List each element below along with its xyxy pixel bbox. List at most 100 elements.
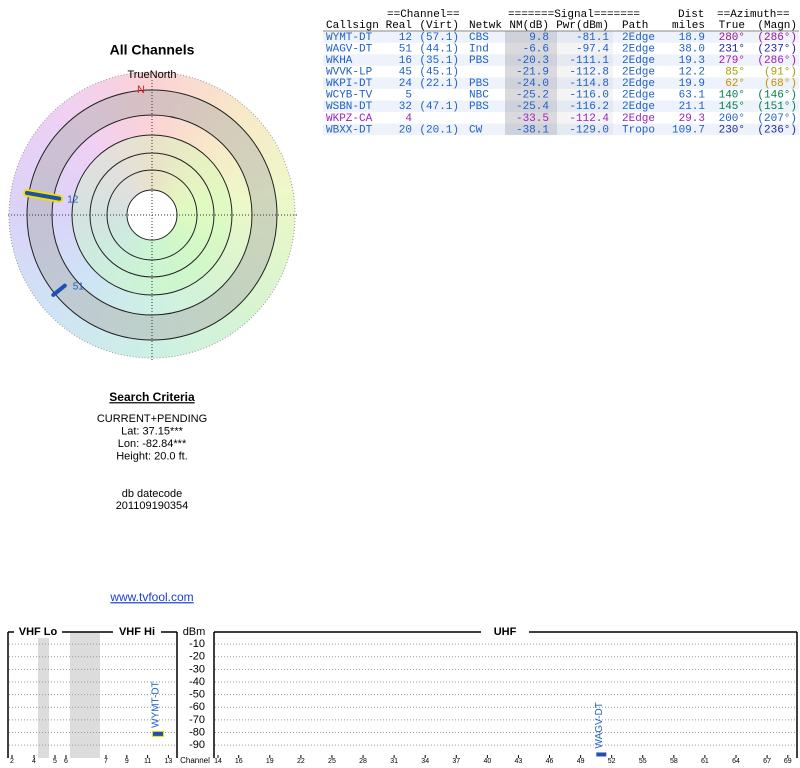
column-header: Netwk	[469, 20, 502, 32]
table-cell: 5	[405, 90, 412, 102]
column-header: True	[719, 20, 745, 32]
panel-title: UHF	[494, 626, 517, 638]
table-cell: WSBN-DT	[326, 101, 373, 113]
column-header: Path	[622, 20, 648, 32]
table-cell: 38.0	[679, 43, 705, 55]
gap-band	[38, 632, 49, 758]
row-band	[323, 31, 799, 43]
table-cell: -24.0	[516, 78, 549, 90]
x-tick-label: 6	[64, 758, 68, 765]
table-cell: 18.9	[679, 32, 705, 44]
criteria-line: Lat: 37.15***	[121, 426, 183, 438]
table-cell: (57.1)	[419, 32, 459, 44]
x-tick-label: 25	[328, 758, 336, 765]
x-axis-label: Channel	[180, 756, 210, 765]
group-header: ==Azimuth==	[717, 9, 790, 21]
column-header: NM(dB)	[509, 20, 549, 32]
table-cell: 279°	[719, 55, 745, 67]
table-cell: (22.1)	[419, 78, 459, 90]
table-cell: WBXX-DT	[326, 124, 373, 136]
table-cell: -112.4	[569, 113, 609, 125]
table-cell: NBC	[469, 90, 489, 102]
table-cell: Ind	[469, 43, 489, 55]
group-header: Dist	[678, 9, 704, 21]
x-tick-label: 69	[784, 758, 792, 765]
row-band	[323, 123, 799, 136]
y-tick-label: -60	[189, 701, 205, 713]
table-cell: 45	[399, 67, 412, 79]
table-cell: (286°)	[757, 32, 797, 44]
table-cell: 2Edge	[622, 32, 655, 44]
table-cell: -33.5	[516, 113, 549, 125]
column-header: miles	[672, 20, 705, 32]
x-tick-label: 4	[32, 758, 36, 765]
y-tick-label: -90	[189, 739, 205, 751]
y-tick-label: -10	[189, 638, 205, 650]
table-cell: (35.1)	[419, 55, 459, 67]
signal-label: 51	[73, 281, 85, 292]
table-cell: -38.1	[516, 124, 549, 136]
criteria-line: Lon: -82.84***	[118, 438, 187, 450]
table-cell: -6.6	[523, 43, 549, 55]
x-tick-label: 46	[546, 758, 554, 765]
table-cell: (237°)	[757, 43, 797, 55]
table-cell: 2Edge	[622, 55, 655, 67]
x-tick-label: 9	[125, 758, 129, 765]
y-tick-label: -80	[189, 726, 205, 738]
table-cell: 16	[399, 55, 412, 67]
column-header: (Virt)	[419, 20, 459, 32]
x-tick-label: 58	[670, 758, 678, 765]
y-tick-label: -50	[189, 689, 205, 701]
x-tick-label: 7	[104, 758, 108, 765]
table-cell: 140°	[719, 90, 745, 102]
table-cell: 230°	[719, 124, 745, 136]
table-cell: -114.8	[569, 78, 609, 90]
x-tick-label: 40	[483, 758, 491, 765]
table-cell: 4	[405, 113, 412, 125]
table-cell: 85°	[725, 67, 745, 79]
table-cell: 280°	[719, 32, 745, 44]
table-cell: 12	[399, 32, 412, 44]
table-cell: 2Edge	[622, 67, 655, 79]
table-cell: -21.9	[516, 67, 549, 79]
table-cell: WYMT-DT	[326, 32, 373, 44]
site-link[interactable]: www.tvfool.com	[109, 590, 193, 604]
row-band	[323, 100, 799, 113]
row-band	[323, 54, 799, 66]
table-cell: (236°)	[757, 124, 797, 136]
x-tick-label: 28	[359, 758, 367, 765]
table-cell: 19.9	[679, 78, 705, 90]
table-cell: -25.4	[516, 101, 549, 113]
table-cell: (146°)	[757, 90, 797, 102]
table-cell: (286°)	[757, 55, 797, 67]
table-cell: 231°	[719, 43, 745, 55]
signal-label: WAGV-DT	[594, 702, 605, 748]
table-cell: 21.1	[679, 101, 706, 113]
group-header: =======Signal=======	[508, 9, 640, 21]
table-cell: -97.4	[576, 43, 609, 55]
table-cell: 2Edge	[622, 90, 655, 102]
table-cell: CBS	[469, 32, 489, 44]
panel-title: VHF Lo	[19, 626, 58, 638]
table-cell: WCYB-TV	[326, 90, 373, 102]
table-cell: 2Edge	[622, 78, 655, 90]
x-tick-label: 61	[701, 758, 709, 765]
table-cell: CW	[469, 124, 483, 136]
signal-mark	[153, 731, 163, 736]
x-tick-label: 31	[390, 758, 398, 765]
group-header: ==Channel==	[387, 9, 460, 21]
table-cell: -129.0	[569, 124, 609, 136]
table-cell: WKPI-DT	[326, 78, 373, 90]
table-cell: 19.3	[679, 55, 705, 67]
table-cell: 2Edge	[622, 113, 655, 125]
table-cell: 200°	[719, 113, 745, 125]
x-tick-label: 37	[452, 758, 460, 765]
table-cell: WKHA	[326, 55, 353, 67]
table-cell: 63.1	[679, 90, 706, 102]
pwr-column	[557, 31, 613, 135]
table-cell: PBS	[469, 101, 489, 113]
x-tick-label: 49	[577, 758, 585, 765]
table-cell: WKPZ-CA	[326, 113, 373, 125]
